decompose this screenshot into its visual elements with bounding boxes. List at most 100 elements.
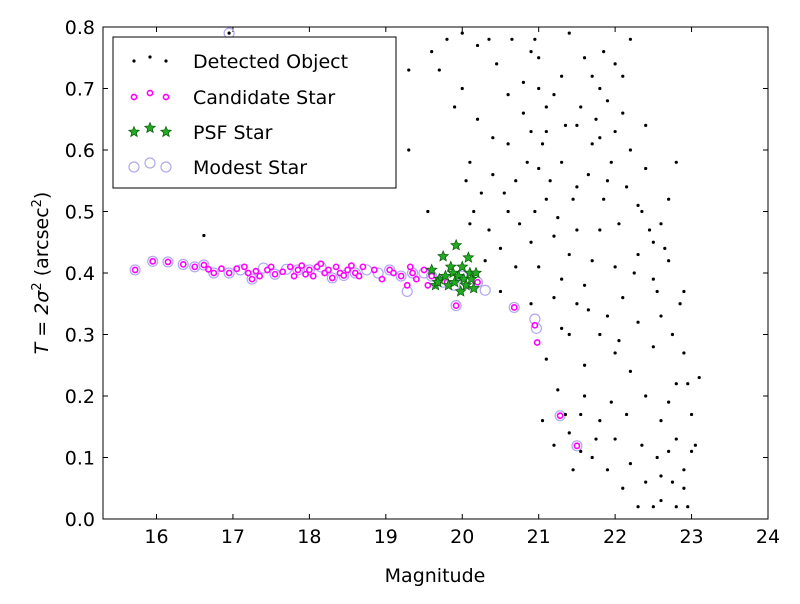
detected-object-point xyxy=(537,265,541,269)
candidate-star-point xyxy=(412,275,420,283)
candidate-star-point xyxy=(256,272,264,280)
detected-object-point xyxy=(682,289,686,294)
candidate-star-point xyxy=(531,321,539,329)
candidate-star-point xyxy=(191,263,199,271)
plot-frame xyxy=(102,26,769,520)
detected-object-point xyxy=(472,209,476,214)
detected-object-point xyxy=(659,498,663,503)
detected-object-point xyxy=(582,56,587,60)
detected-object-point xyxy=(582,394,587,398)
x-tick-label: 18 xyxy=(297,526,321,548)
detected-object-point xyxy=(475,43,480,48)
detected-object-series xyxy=(202,31,701,509)
legend-marker-candidate-star xyxy=(162,93,170,101)
detected-object-point xyxy=(659,474,663,478)
detected-object-point xyxy=(682,468,686,472)
legend-marker-modest-star xyxy=(144,157,156,169)
candidate-star-point xyxy=(332,263,340,271)
detected-object-point xyxy=(674,505,678,509)
detected-object-point xyxy=(498,289,503,294)
detected-object-point xyxy=(594,117,598,121)
candidate-star-point xyxy=(149,257,157,265)
psf-star-point xyxy=(467,281,480,294)
detected-object-point xyxy=(445,37,449,41)
detected-object-point xyxy=(487,228,491,232)
detected-object-point xyxy=(567,252,571,257)
candidate-star-point xyxy=(164,258,172,266)
data-points xyxy=(129,27,701,509)
detected-object-point xyxy=(529,129,533,134)
detected-object-point xyxy=(483,259,487,263)
psf-star-point xyxy=(431,275,444,288)
detected-object-point xyxy=(537,86,541,91)
y-label-suffix: ) xyxy=(31,192,53,199)
candidate-star-point xyxy=(390,269,397,277)
legend: Detected Object Candidate Star PSF Star … xyxy=(112,36,397,189)
detected-object-point xyxy=(460,86,464,91)
detected-object-point xyxy=(575,123,579,127)
candidate-star-point xyxy=(452,302,460,309)
detected-object-point xyxy=(464,179,468,183)
detected-object-point xyxy=(670,480,675,484)
modest-star-point xyxy=(208,267,220,279)
legend-marker-modest-star xyxy=(128,161,140,173)
modest-star-point xyxy=(292,264,304,276)
detected-object-point xyxy=(628,462,633,466)
detected-object-point xyxy=(537,56,541,60)
candidate-star-series xyxy=(131,257,581,450)
detected-object-point xyxy=(575,228,579,232)
psf-star-point xyxy=(456,260,469,273)
detected-object-point xyxy=(602,50,606,54)
detected-object-point xyxy=(598,419,602,423)
detected-object-point xyxy=(491,173,495,177)
detected-object-point xyxy=(579,449,583,453)
detected-object-point xyxy=(598,228,602,232)
candidate-star-point xyxy=(556,412,564,420)
candidate-star-point xyxy=(317,260,325,268)
detected-object-point xyxy=(571,468,575,472)
detected-object-point xyxy=(579,412,583,417)
x-tick-label: 20 xyxy=(450,526,474,548)
legend-marker-psf-star xyxy=(159,125,173,138)
detected-object-point xyxy=(651,277,655,281)
detected-object-point xyxy=(529,302,533,306)
detected-object-point xyxy=(632,271,636,275)
legend-marker-modest-star xyxy=(160,161,172,173)
modest-star-point xyxy=(269,268,281,280)
candidate-star-point xyxy=(210,269,218,277)
y-label-prefix: T = 2σ xyxy=(31,290,53,355)
detected-object-point xyxy=(556,216,560,220)
candidate-star-point xyxy=(370,266,378,274)
candidate-star-point xyxy=(359,263,367,271)
candidate-star-point xyxy=(348,262,355,270)
candidate-star-point xyxy=(179,260,187,268)
y-tick-label: 0.0 xyxy=(65,509,95,531)
detected-object-point xyxy=(640,209,644,214)
psf-star-point xyxy=(454,285,467,297)
detected-object-point xyxy=(487,37,491,41)
psf-star-point xyxy=(469,266,483,279)
detected-object-point xyxy=(590,455,594,460)
detected-object-point xyxy=(674,437,678,441)
detected-object-point xyxy=(495,62,499,66)
modest-star-point xyxy=(303,264,315,276)
legend-marker-detected-object xyxy=(132,59,136,63)
detected-object-point xyxy=(621,486,625,490)
detected-object-point xyxy=(521,111,526,115)
candidate-star-point xyxy=(328,274,336,282)
psf-star-point xyxy=(462,251,475,263)
detected-object-point xyxy=(506,93,510,97)
x-tick-label: 19 xyxy=(374,526,398,548)
detected-object-point xyxy=(586,173,590,177)
candidate-star-point xyxy=(294,266,302,274)
detected-object-point xyxy=(689,449,694,453)
detected-object-point xyxy=(430,50,434,54)
candidate-star-point xyxy=(271,270,279,278)
detected-object-point xyxy=(678,302,682,306)
detected-object-point xyxy=(537,166,541,171)
psf-star-point xyxy=(448,275,461,288)
candidate-star-point xyxy=(279,268,287,276)
detected-object-point xyxy=(609,160,613,164)
